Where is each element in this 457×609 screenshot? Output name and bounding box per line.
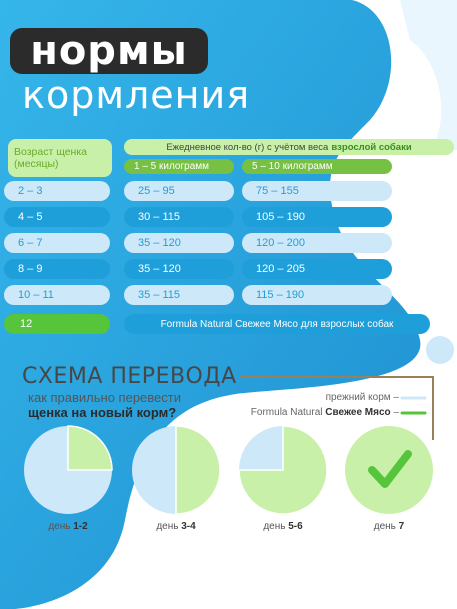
day-prefix: день (48, 521, 74, 532)
transition-pies (24, 425, 433, 515)
pie-new-food-slice (238, 425, 328, 515)
adult-food-note: Formula Natural Свежее Мясо для взрослых… (124, 314, 430, 334)
title-line-2: кормления (22, 73, 251, 117)
age-header: Возраст щенка (месяцы) (8, 139, 112, 177)
age-cell: 6 – 7 (4, 233, 110, 253)
title-line-1: нормы (10, 28, 208, 74)
weight2-cell: 105 – 190 (242, 207, 392, 227)
age-header-label: Возраст щенка (месяцы) (14, 146, 88, 170)
age-cell: 10 – 11 (4, 285, 110, 305)
note-main: Свежее Мясо для взрослых (235, 318, 365, 330)
weight-column-2-header: 5 – 10 килограмм (242, 159, 392, 174)
weight2-cell: 75 – 155 (242, 181, 392, 201)
legend-new-suffix: – (393, 407, 399, 418)
legend-old-label: прежний корм – (325, 392, 399, 403)
day-label: день 7 (349, 521, 429, 532)
day-range: 7 (398, 521, 405, 532)
weight-column-1-header: 1 – 5 килограмм (124, 159, 234, 174)
scheme-subtitle-1: как правильно перевести (28, 390, 181, 405)
weight1-cell: 35 – 120 (124, 259, 234, 279)
daily-amount-header: Ежедневное кол-во (г) с учётом веса взро… (124, 139, 454, 155)
checkmark-icon (368, 450, 412, 488)
age-cell: 2 – 3 (4, 181, 110, 201)
weight2-cell: 115 – 190 (242, 285, 392, 305)
note-suffix: собак (367, 318, 394, 330)
day-label: день 5-6 (243, 521, 323, 532)
scheme-subtitle-2: щенка на новый корм? (28, 405, 177, 420)
weight1-cell: 25 – 95 (124, 181, 234, 201)
legend-old-food: прежний корм – (326, 392, 399, 403)
legend-new-prefix: Formula Natural (250, 407, 323, 418)
daily-header-prefix: Ежедневное кол-во (г) с учётом веса (166, 141, 329, 153)
age-cell: 4 – 5 (4, 207, 110, 227)
day-prefix: день (263, 521, 289, 532)
day-label: день 1-2 (28, 521, 108, 532)
weight1-cell: 30 – 115 (124, 207, 234, 227)
day-prefix: день (156, 521, 182, 532)
pie-new-food-slice (67, 425, 113, 471)
day-range: 1-2 (73, 521, 88, 532)
legend-new-bold: Свежее Мясо (325, 407, 391, 418)
day-range: 5-6 (288, 521, 303, 532)
weight2-cell: 120 – 200 (242, 233, 392, 253)
day-prefix: день (373, 521, 399, 532)
weight1-cell: 35 – 120 (124, 233, 234, 253)
pie-new-food-slice (175, 425, 221, 515)
legend-new-food: Formula Natural Свежее Мясо – (251, 407, 399, 418)
age-cell: 8 – 9 (4, 259, 110, 279)
scheme-title: СХЕМА ПЕРЕВОДА (22, 364, 237, 389)
day-range: 3-4 (181, 521, 196, 532)
note-prefix: Formula Natural (160, 318, 233, 330)
daily-header-bold: взрослой собаки (331, 141, 412, 153)
weight2-cell: 120 – 205 (242, 259, 392, 279)
last-age-cell: 12 (4, 314, 110, 334)
day-label: день 3-4 (136, 521, 216, 532)
pie-full-new (345, 426, 433, 514)
weight1-cell: 35 – 115 (124, 285, 234, 305)
